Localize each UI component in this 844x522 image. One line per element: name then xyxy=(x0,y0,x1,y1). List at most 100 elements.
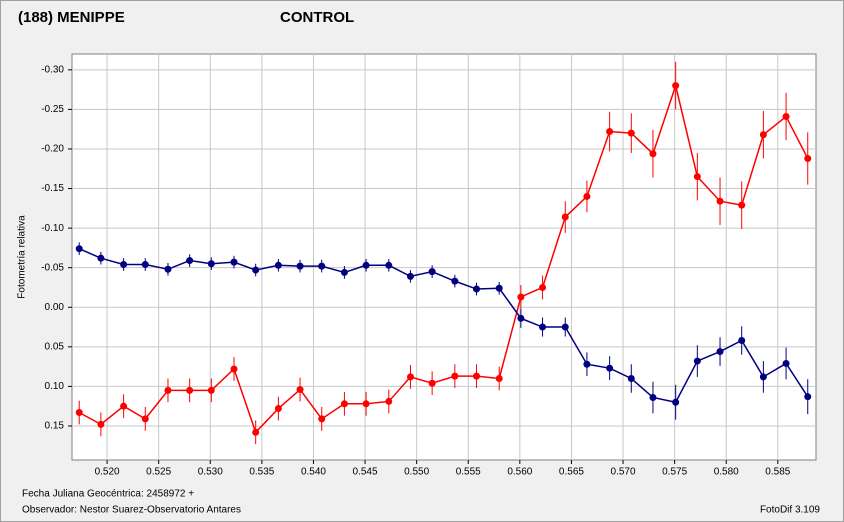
data-point xyxy=(539,323,547,331)
data-point xyxy=(428,379,436,387)
x-tick-label: 0.565 xyxy=(559,467,584,478)
data-point xyxy=(120,261,128,269)
data-point xyxy=(738,201,746,209)
data-point xyxy=(207,260,215,268)
data-point xyxy=(186,386,194,394)
data-point xyxy=(649,150,657,158)
data-point xyxy=(230,365,238,373)
data-point xyxy=(252,266,260,274)
data-point xyxy=(627,129,635,137)
data-point xyxy=(75,409,83,417)
x-tick-label: 0.530 xyxy=(198,467,223,478)
data-point xyxy=(627,374,635,382)
data-point xyxy=(495,284,503,292)
data-point xyxy=(561,323,569,331)
data-point xyxy=(318,415,326,423)
data-point xyxy=(274,405,282,413)
x-tick-label: 0.540 xyxy=(301,467,326,478)
data-point xyxy=(759,373,767,381)
data-point xyxy=(473,285,481,293)
data-point xyxy=(406,373,414,381)
x-tick-label: 0.560 xyxy=(507,467,532,478)
data-point xyxy=(716,348,724,356)
data-point xyxy=(164,265,172,273)
x-tick-label: 0.545 xyxy=(353,467,378,478)
data-point xyxy=(804,154,812,162)
y-tick-label: 0.00 xyxy=(45,302,65,313)
y-tick-label: -0.05 xyxy=(41,262,64,273)
y-axis-label: Fotometría relativa xyxy=(17,215,28,299)
data-point xyxy=(141,415,149,423)
data-point xyxy=(318,262,326,270)
data-point xyxy=(428,268,436,276)
data-point xyxy=(362,261,370,269)
data-point xyxy=(207,386,215,394)
y-tick-label: -0.30 xyxy=(41,64,64,75)
footer-observer: Observador: Nestor Suarez-Observatorio A… xyxy=(22,505,241,516)
series-line xyxy=(78,82,809,434)
data-point xyxy=(606,364,614,372)
footer-software: FotoDif 3.109 xyxy=(760,505,820,516)
data-point xyxy=(406,272,414,280)
data-point xyxy=(186,257,194,265)
data-point xyxy=(693,173,701,181)
data-point xyxy=(97,254,105,262)
x-tick-label: 0.550 xyxy=(404,467,429,478)
data-point xyxy=(296,262,304,270)
x-tick-label: 0.520 xyxy=(95,467,120,478)
data-point xyxy=(451,277,459,285)
data-point xyxy=(517,314,525,322)
data-point xyxy=(141,261,149,269)
data-point xyxy=(583,360,591,368)
y-tick-label: -0.10 xyxy=(41,223,64,234)
legend-entry: CONTROL xyxy=(280,9,354,26)
data-point xyxy=(759,131,767,139)
data-point xyxy=(606,128,614,136)
data-point xyxy=(804,393,812,401)
x-tick-label: 0.525 xyxy=(146,467,171,478)
data-point xyxy=(385,397,393,405)
data-point xyxy=(164,386,172,394)
data-point xyxy=(716,197,724,205)
data-point xyxy=(451,372,459,380)
data-point xyxy=(672,82,680,90)
data-point xyxy=(274,261,282,269)
x-tick-label: 0.535 xyxy=(249,467,274,478)
series-line xyxy=(78,248,809,404)
data-point xyxy=(583,192,591,200)
data-point xyxy=(517,293,525,301)
x-tick-label: 0.575 xyxy=(662,467,687,478)
x-tick-label: 0.570 xyxy=(611,467,636,478)
data-point xyxy=(385,261,393,269)
data-point xyxy=(340,400,348,408)
data-point xyxy=(252,428,260,436)
footer-date: Fecha Juliana Geocéntrica: 2458972 + xyxy=(22,489,194,500)
data-point xyxy=(362,400,370,408)
data-point xyxy=(561,213,569,221)
y-tick-label: 0.05 xyxy=(45,341,65,352)
x-tick-label: 0.555 xyxy=(456,467,481,478)
plot-area xyxy=(71,53,817,461)
data-point xyxy=(782,359,790,367)
y-tick-label: -0.25 xyxy=(41,104,64,115)
data-point xyxy=(693,357,701,365)
data-point xyxy=(649,393,657,401)
data-point xyxy=(738,336,746,344)
y-tick-label: -0.20 xyxy=(41,144,64,155)
y-tick-label: -0.15 xyxy=(41,183,64,194)
data-point xyxy=(473,372,481,380)
data-point xyxy=(539,283,547,291)
y-tick-label: 0.15 xyxy=(45,421,65,432)
y-tick-label: 0.10 xyxy=(45,381,65,392)
x-tick-label: 0.585 xyxy=(765,467,790,478)
data-point xyxy=(296,386,304,394)
data-point xyxy=(230,258,238,266)
data-point xyxy=(75,245,83,253)
data-point xyxy=(782,113,790,121)
legend-entry: (188) MENIPPE xyxy=(18,9,125,26)
data-point xyxy=(120,402,128,410)
data-point xyxy=(340,268,348,276)
x-tick-label: 0.580 xyxy=(714,467,739,478)
